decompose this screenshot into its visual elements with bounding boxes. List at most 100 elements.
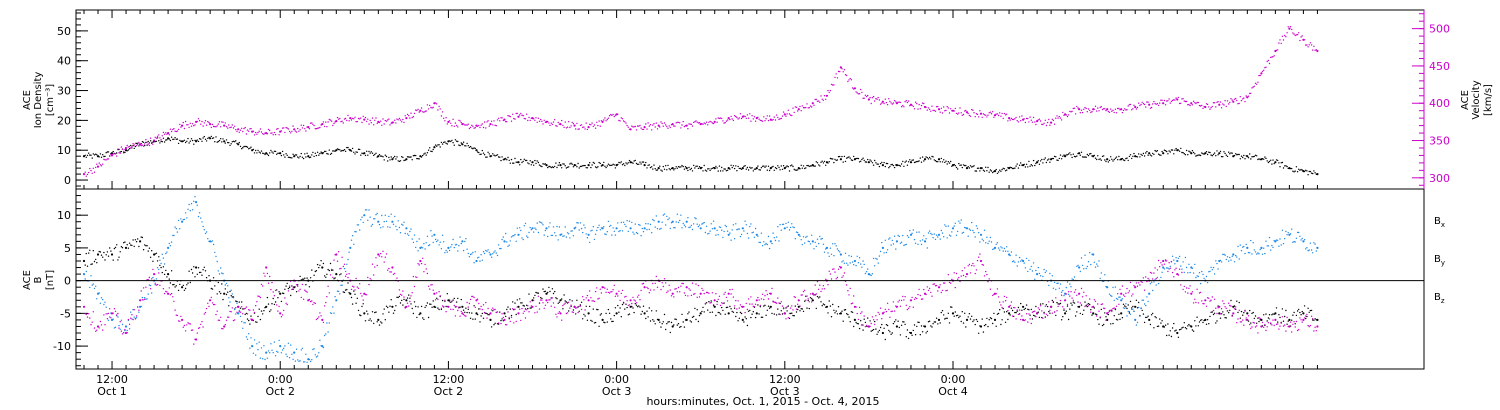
data-point-fill xyxy=(205,231,208,233)
data-point-fill xyxy=(444,300,446,302)
data-point-fill xyxy=(669,126,671,129)
data-point-fill xyxy=(654,126,656,128)
data-point-fill xyxy=(1121,317,1124,319)
data-point-fill xyxy=(735,165,737,167)
data-point-fill xyxy=(161,135,163,137)
data-point-fill xyxy=(907,236,910,238)
data-point-fill xyxy=(329,262,332,265)
data-point-fill xyxy=(1279,238,1281,240)
data-point-fill xyxy=(116,244,118,246)
data-point-fill xyxy=(190,125,193,127)
data-point xyxy=(1302,38,1305,41)
data-point-fill xyxy=(674,227,676,229)
data-point-fill xyxy=(542,288,544,290)
data-point-fill xyxy=(455,306,458,308)
data-point-fill xyxy=(380,227,382,229)
x-tick-time: 0:00 xyxy=(604,373,629,386)
data-point-fill xyxy=(182,219,184,221)
data-point-fill xyxy=(528,116,530,119)
data-point-fill xyxy=(1306,315,1308,318)
data-point-fill xyxy=(1201,319,1203,321)
data-point xyxy=(853,87,857,90)
data-point-fill xyxy=(652,218,654,221)
y-tick-label: 0 xyxy=(64,174,71,187)
data-point-fill xyxy=(628,313,631,315)
data-point-fill xyxy=(1307,250,1309,252)
data-point-fill xyxy=(1222,253,1224,256)
data-point-fill xyxy=(888,238,890,240)
series-density xyxy=(82,135,1319,176)
data-point-fill xyxy=(452,299,454,301)
data-point-fill xyxy=(326,152,328,155)
data-point-fill xyxy=(1314,49,1316,51)
data-point-fill xyxy=(1284,34,1286,37)
data-point-fill xyxy=(159,259,161,261)
data-point xyxy=(895,325,899,328)
data-point-fill xyxy=(548,122,550,124)
data-point-fill xyxy=(353,118,355,120)
data-point-fill xyxy=(390,213,392,215)
data-point-fill xyxy=(314,152,316,154)
data-point-fill xyxy=(837,156,840,158)
data-point-fill xyxy=(763,241,765,243)
data-point-fill xyxy=(549,165,551,168)
data-point-fill xyxy=(745,224,747,226)
data-point-fill xyxy=(646,310,648,312)
data-point-fill xyxy=(481,259,483,261)
data-point xyxy=(1302,240,1305,243)
data-point-fill xyxy=(578,229,580,231)
data-point-fill xyxy=(89,286,91,289)
data-point-fill xyxy=(1177,336,1180,338)
data-point-fill xyxy=(612,320,614,323)
data-point-fill xyxy=(1272,246,1274,249)
data-point-fill xyxy=(211,240,214,242)
data-point-fill xyxy=(635,231,638,234)
data-point-fill xyxy=(410,112,412,114)
data-point-fill xyxy=(119,321,121,323)
data-point-fill xyxy=(1258,158,1260,160)
data-point-fill xyxy=(718,226,721,228)
data-point-fill xyxy=(1239,317,1242,319)
data-point-fill xyxy=(663,213,666,215)
data-point-fill xyxy=(346,146,348,149)
data-point-fill xyxy=(544,229,547,232)
data-point xyxy=(489,123,492,126)
data-point-fill xyxy=(399,302,402,304)
data-point-fill xyxy=(861,324,863,326)
data-point-fill xyxy=(512,113,514,116)
data-point-fill xyxy=(493,251,495,253)
data-point-fill xyxy=(821,305,823,307)
data-point-fill xyxy=(928,108,931,111)
data-point-fill xyxy=(1267,317,1270,319)
data-point-fill xyxy=(234,319,236,321)
data-point-fill xyxy=(132,308,134,311)
data-point-fill xyxy=(690,123,693,126)
data-point-fill xyxy=(1298,231,1300,234)
data-point-fill xyxy=(1157,153,1160,155)
data-point xyxy=(1260,318,1263,321)
data-point-fill xyxy=(1252,156,1254,158)
data-point-fill xyxy=(348,251,350,253)
data-point-fill xyxy=(367,154,369,156)
data-point-fill xyxy=(89,154,91,156)
data-point-fill xyxy=(591,164,593,166)
data-point-fill xyxy=(1029,268,1031,270)
data-point-fill xyxy=(374,153,376,156)
data-point-fill xyxy=(222,121,224,123)
data-point xyxy=(657,220,660,223)
data-point-fill xyxy=(1188,323,1190,326)
data-point-fill xyxy=(551,166,554,168)
data-point-fill xyxy=(440,115,443,117)
data-point-fill xyxy=(632,126,634,128)
data-point-fill xyxy=(811,106,813,108)
data-point-fill xyxy=(830,83,833,86)
data-point xyxy=(335,253,338,256)
data-point-fill xyxy=(394,215,396,218)
data-point-fill xyxy=(441,234,444,236)
data-point-fill xyxy=(535,291,537,294)
data-point-fill xyxy=(301,278,304,280)
data-point-fill xyxy=(1060,119,1063,121)
data-point-fill xyxy=(1177,257,1180,259)
data-point-fill xyxy=(502,236,504,238)
data-point-fill xyxy=(218,291,221,293)
